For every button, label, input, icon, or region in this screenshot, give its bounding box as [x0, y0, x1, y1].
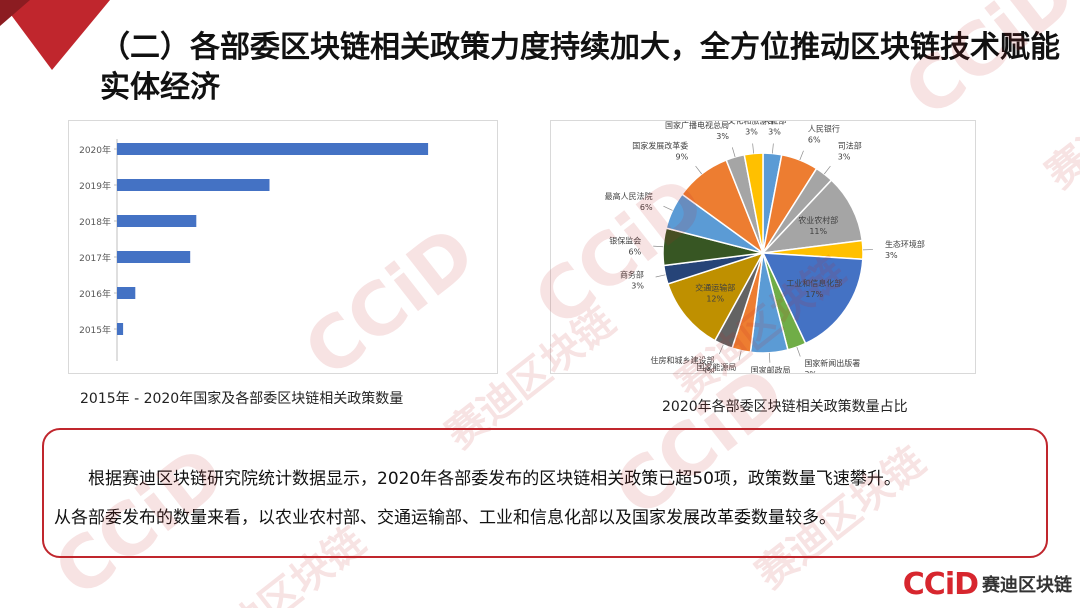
y-tick-label: 2015年 — [79, 324, 111, 336]
slice-percent: 11% — [809, 227, 827, 236]
leader-line — [655, 274, 666, 278]
bar — [117, 251, 191, 263]
slice-label: 交通运输部 — [695, 283, 735, 293]
pie-chart-panel: 人社部 3% 人民银行 6% 司法部 3% 农业农村部 11% 生态环境部 3% 工业和信息化部 17… — [550, 116, 976, 386]
slice-label: 住房和城乡建设部 — [651, 355, 715, 365]
pie-chart-caption: 2020年各部委区块链相关政策数量占比 — [662, 399, 908, 415]
slice-label: 生态环境部 — [885, 239, 925, 249]
summary-paragraph-1: 根据赛迪区块链研究院统计数据显示，2020年各部委发布的区块链相关政策已超50项… — [88, 469, 901, 489]
slice-percent: 3% — [716, 132, 729, 141]
logo-mark: CCiD — [902, 566, 979, 602]
slice-percent: 3% — [804, 370, 817, 373]
y-tick-label: 2016年 — [79, 288, 111, 300]
bar-chart-caption: 2015年 - 2020年国家及各部委区块链相关政策数量 — [80, 391, 404, 407]
y-tick-label: 2017年 — [79, 252, 111, 264]
slice-label: 人民银行 — [808, 124, 840, 134]
slice-label: 农业农村部 — [798, 215, 838, 225]
bar — [117, 323, 124, 335]
leader-line — [738, 350, 742, 361]
slice-percent: 3% — [702, 367, 715, 373]
pie-slice — [743, 152, 764, 254]
slice-label: 人社部 — [762, 121, 786, 126]
slice-percent: 3% — [885, 251, 898, 260]
slice-percent: 3% — [631, 282, 644, 291]
leader-line — [799, 150, 804, 161]
leader-line — [663, 205, 673, 211]
pie-slice — [666, 251, 765, 342]
slice-percent: 12% — [706, 295, 724, 304]
bar — [117, 179, 270, 191]
pie-chart: 人社部 3% 人民银行 6% 司法部 3% 农业农村部 11% 生态环境部 3% 工业和信息化部 17… — [605, 116, 925, 386]
brand-logo: CCiD 赛迪区块链 — [903, 566, 1072, 602]
bar-chart: 2020年2019年2018年2017年2016年2015年0102030405… — [79, 139, 489, 384]
bar — [117, 143, 429, 155]
slice-percent: 6% — [808, 136, 821, 145]
slice-percent: 17% — [805, 290, 823, 299]
summary-box — [42, 428, 1048, 558]
summary-paragraph-2: 从各部委发布的数量来看，以农业农村部、交通运输部、工业和信息化部以及国家发展改革… — [54, 508, 836, 528]
leader-line — [772, 143, 774, 154]
y-tick-label: 2019年 — [79, 180, 111, 192]
leader-line — [695, 165, 702, 175]
slice-percent: 9% — [676, 153, 689, 162]
slice-label: 商务部 — [620, 270, 644, 280]
logo-text: 赛迪区块链 — [982, 575, 1072, 596]
leader-line — [718, 344, 724, 355]
slice-percent: 3% — [768, 128, 781, 137]
leader-line — [752, 143, 754, 154]
slice-label: 工业和信息化部 — [786, 278, 842, 288]
slice-percent: 6% — [629, 247, 642, 256]
slice-percent: 3% — [838, 153, 851, 162]
slice-label: 国家能源局 — [696, 362, 736, 372]
y-tick-label: 2020年 — [79, 144, 111, 156]
leader-line — [824, 165, 831, 175]
y-tick-label: 2018年 — [79, 216, 111, 228]
slice-label: 文化和旅游部 — [728, 121, 776, 126]
bar — [117, 287, 136, 299]
bar-chart-panel: 2020年2019年2018年2017年2016年2015年0102030405… — [68, 120, 498, 384]
slice-percent: 6% — [640, 203, 653, 212]
slice-label: 国家广播电视总局 — [665, 121, 729, 130]
slice-label: 最高人民法院 — [605, 191, 653, 201]
slice-percent: 3% — [745, 128, 758, 137]
leader-line — [768, 352, 771, 363]
pie-slice — [761, 179, 864, 255]
pie-slice — [761, 252, 864, 345]
slice-label: 司法部 — [838, 141, 862, 151]
slice-label: 国家邮政局 — [751, 365, 791, 373]
leader-line — [653, 245, 664, 248]
bar — [117, 215, 197, 227]
slice-label: 银保监会 — [609, 235, 641, 245]
leader-line — [731, 147, 736, 158]
slide-title: （二）各部委区块链相关政策力度持续加大，全方位推动区块链技术赋能实体经济 — [100, 30, 1060, 105]
slice-label: 国家发展改革委 — [632, 141, 688, 151]
corner-decoration — [0, 0, 110, 70]
slice-label: 国家新闻出版署 — [804, 358, 860, 368]
leader-line — [796, 346, 801, 357]
